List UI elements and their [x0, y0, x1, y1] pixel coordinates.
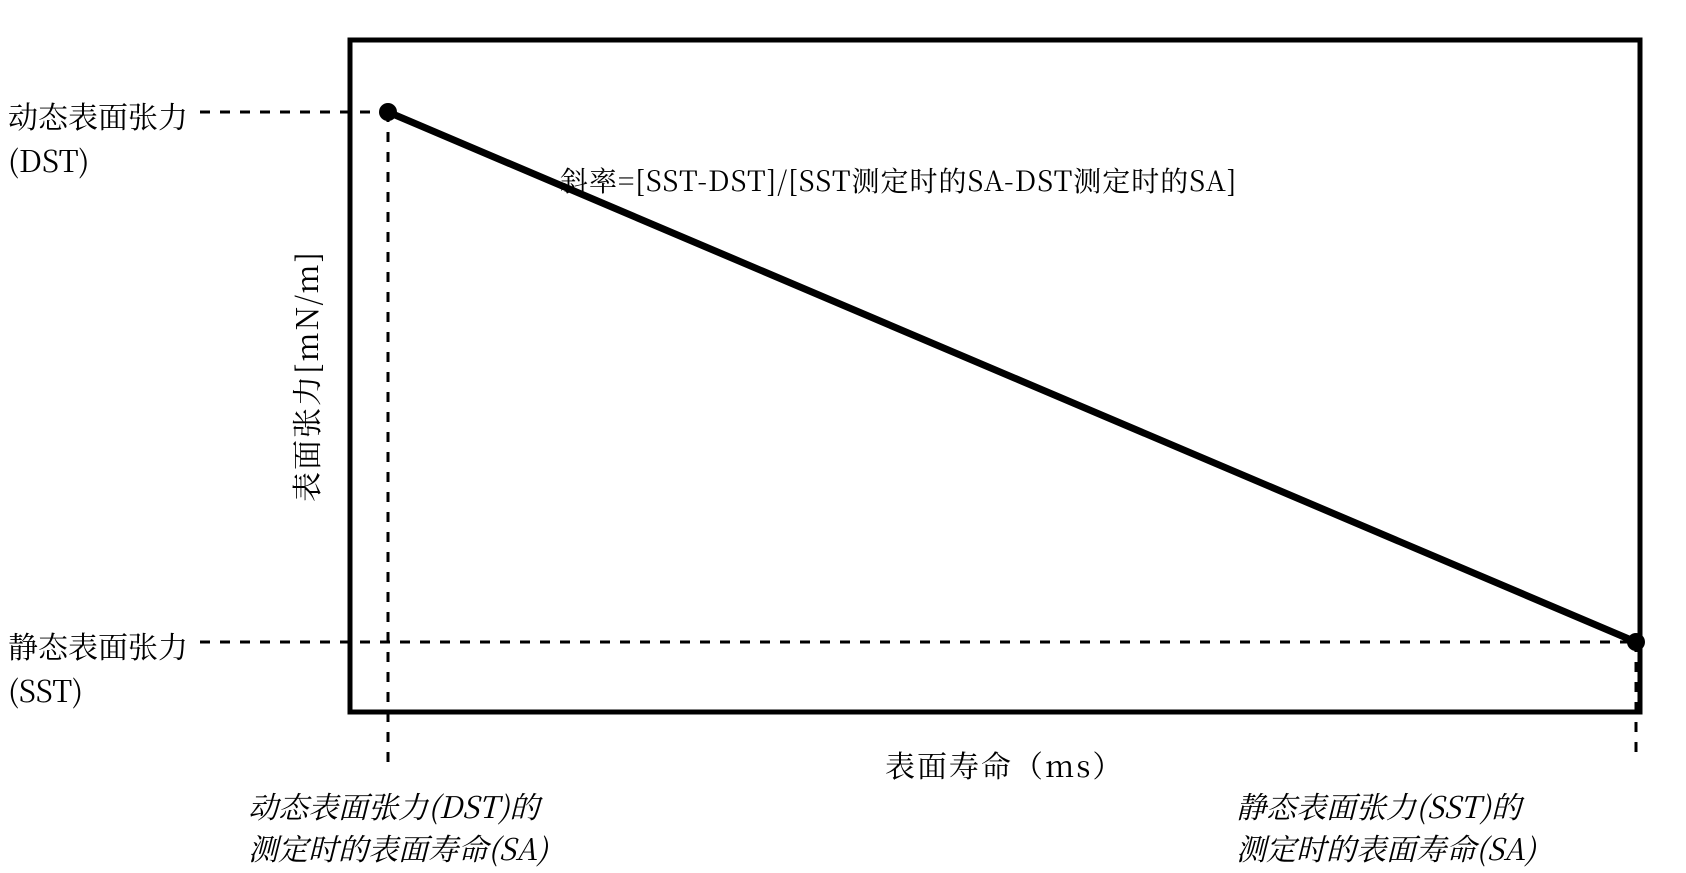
x-axis-label: 表面寿命（ms） — [885, 742, 1124, 786]
chart-svg — [0, 0, 1686, 873]
slope-formula-text: 斜率=[SST-DST]/[SST测定时的SA-DST测定时的SA] — [560, 160, 1237, 200]
dst-sa-line2: 测定时的表面寿命(SA) — [248, 825, 548, 869]
sst-sa-line1: 静态表面张力(SST)的 — [1236, 783, 1521, 827]
diagram-stage: 动态表面张力(DST) 静态表面张力(SST) 表面张力[mN/m] 表面寿命（ms）… — [0, 0, 1686, 873]
plot-border — [350, 40, 1640, 712]
dst-point — [379, 103, 397, 121]
sst-label-line2: (SST) — [8, 667, 83, 711]
slope-formula: 斜率=[SST-DST]/[SST测定时的SA-DST测定时的SA] — [560, 160, 1237, 200]
sst-point — [1627, 633, 1645, 651]
dst-left-label: 动态表面张力(DST) — [8, 94, 188, 181]
dst-sa-line1: 动态表面张力(DST)的 — [248, 783, 539, 827]
y-axis-label: 表面张力[mN/m] — [283, 250, 327, 502]
sst-sa-line2: 测定时的表面寿命(SA) — [1236, 825, 1536, 869]
sst-sa-label: 静态表面张力(SST)的测定时的表面寿命(SA) — [1236, 784, 1536, 868]
dst-label-line1: 动态表面张力 — [8, 93, 188, 137]
sst-left-label: 静态表面张力(SST) — [8, 624, 188, 711]
dst-label-line2: (DST) — [8, 137, 89, 181]
dst-sa-label: 动态表面张力(DST)的测定时的表面寿命(SA) — [248, 784, 548, 868]
sst-label-line1: 静态表面张力 — [8, 623, 188, 667]
x-axis-label-text: 表面寿命（ms） — [885, 742, 1124, 786]
y-axis-label-text: 表面张力[mN/m] — [283, 250, 327, 502]
